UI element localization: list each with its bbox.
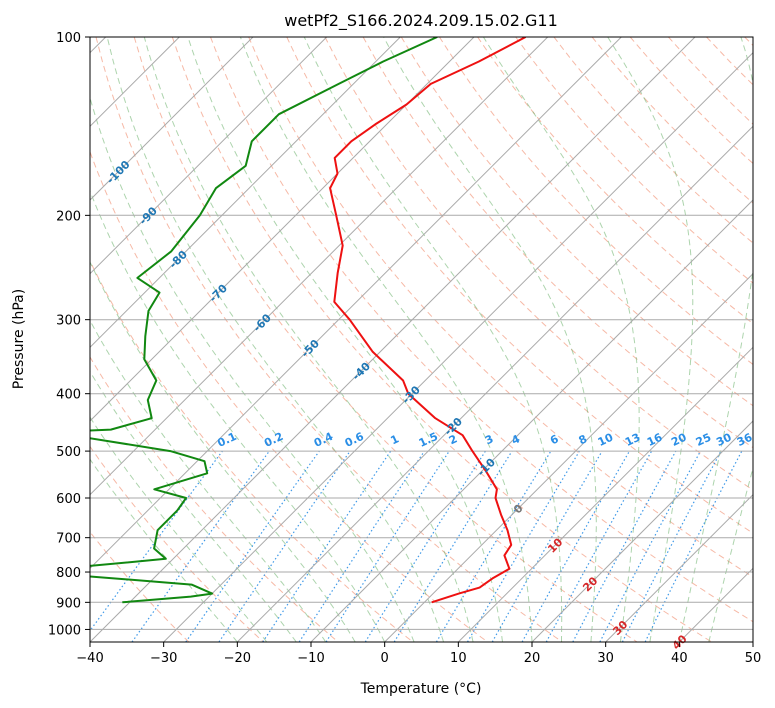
mixing-ratio-line xyxy=(572,450,677,642)
x-tick-label: −30 xyxy=(150,651,177,666)
y-tick-label: 300 xyxy=(56,314,81,329)
isotherm-line xyxy=(90,37,401,349)
dry-adiabat xyxy=(90,356,339,642)
y-tick-label: 400 xyxy=(56,388,81,403)
y-tick-label: 700 xyxy=(56,532,81,547)
dry-adiabat xyxy=(210,37,753,623)
mixing-ratio-line xyxy=(262,450,392,642)
mixing-ratio-label: 10 xyxy=(596,431,616,449)
dry-adiabat xyxy=(95,37,563,642)
moist-adiabat xyxy=(239,37,533,642)
dry-adiabat xyxy=(438,37,753,366)
isotherm-line xyxy=(605,493,753,642)
profiles xyxy=(90,37,527,604)
y-tick-label: 200 xyxy=(56,209,81,224)
isotherm-line xyxy=(90,37,328,275)
dry-adiabat xyxy=(477,37,753,325)
moist-adiabat xyxy=(90,189,386,642)
isotherm-line xyxy=(90,37,549,496)
mixing-ratio-line xyxy=(298,450,425,642)
mixing-ratio-line xyxy=(131,450,270,642)
x-tick-label: 30 xyxy=(597,651,614,666)
moist-adiabat xyxy=(708,466,753,642)
mixing-ratio-line xyxy=(644,450,743,642)
dry-adiabat xyxy=(171,37,712,642)
isotherm-line xyxy=(457,346,753,642)
dewpoint-line xyxy=(90,37,438,604)
mixing-ratio-label: 25 xyxy=(694,431,713,449)
moist-adiabat xyxy=(482,37,640,642)
y-tick-label: 900 xyxy=(56,596,81,611)
x-tick-label: −40 xyxy=(76,651,103,666)
moist-adiabat xyxy=(106,37,445,642)
x-tick-label: −10 xyxy=(297,651,324,666)
mixing-ratio-line xyxy=(90,450,223,632)
x-tick-label: −20 xyxy=(224,651,251,666)
mixing-ratio-line xyxy=(185,450,320,642)
mixing-ratio-line xyxy=(393,450,513,642)
background-lines xyxy=(90,37,753,642)
y-tick-label: 500 xyxy=(56,445,81,460)
y-tick-label: 800 xyxy=(56,566,81,581)
isotherm-line xyxy=(90,37,254,201)
dry-adiabat xyxy=(248,37,753,578)
mixing-ratio-label: 13 xyxy=(623,431,642,449)
x-tick-label: 50 xyxy=(745,651,762,666)
isotherm-line xyxy=(531,420,753,642)
moist-adiabat xyxy=(678,37,753,642)
moist-adiabat xyxy=(303,37,563,642)
isotherm-line xyxy=(310,199,753,642)
moist-adiabat xyxy=(90,458,238,642)
moist-adiabat xyxy=(90,260,356,642)
y-tick-label: 100 xyxy=(56,31,81,46)
dry-adiabat xyxy=(133,37,638,642)
mixing-ratio-label: 20 xyxy=(669,431,689,449)
isotherm-line xyxy=(90,37,696,642)
isotherm-line xyxy=(90,37,475,422)
x-tick-label: 0 xyxy=(381,651,389,666)
y-axis: 100 200 300 400 500 600 700 800 900 1000 xyxy=(48,31,90,638)
dry-adiabat xyxy=(90,445,264,642)
x-tick-label: 20 xyxy=(524,651,541,666)
chart-title: wetPf2_S166.2024.209.15.02.G11 xyxy=(284,11,558,31)
mixing-ratio-line xyxy=(545,450,653,642)
moist-adiabat xyxy=(187,37,503,642)
isotherm-line xyxy=(90,37,622,570)
y-axis-label: Pressure (hPa) xyxy=(11,289,27,389)
mixing-ratio-label: 30 xyxy=(714,431,734,449)
mixing-ratio-label: 36 xyxy=(735,431,755,449)
y-tick-label: 1000 xyxy=(48,623,81,638)
x-axis: −40 −30 −20 −10 0 10 20 30 40 50 xyxy=(76,642,761,666)
isotherm-line xyxy=(384,272,753,642)
mixing-ratio-line xyxy=(218,450,351,642)
mixing-ratio-line xyxy=(325,450,450,642)
dry-adiabat xyxy=(90,150,488,642)
isotherm-line xyxy=(163,51,753,642)
moist-adiabat xyxy=(607,37,694,642)
temperature-line xyxy=(329,37,527,604)
gridlines xyxy=(90,37,753,642)
mixing-ratio-label: 16 xyxy=(645,431,665,449)
moist-adiabat xyxy=(90,416,268,642)
y-tick-label: 600 xyxy=(56,492,81,507)
moist-adiabat xyxy=(143,37,474,642)
x-axis-label: Temperature (°C) xyxy=(360,681,482,697)
moist-adiabat xyxy=(90,319,327,642)
moist-adiabat xyxy=(90,370,297,642)
x-tick-label: 10 xyxy=(450,651,467,666)
plot-frame xyxy=(89,36,754,643)
isotherm-line xyxy=(236,125,753,642)
x-tick-label: 40 xyxy=(671,651,688,666)
mixing-ratio-line xyxy=(521,450,631,642)
moist-adiabat xyxy=(383,37,597,642)
